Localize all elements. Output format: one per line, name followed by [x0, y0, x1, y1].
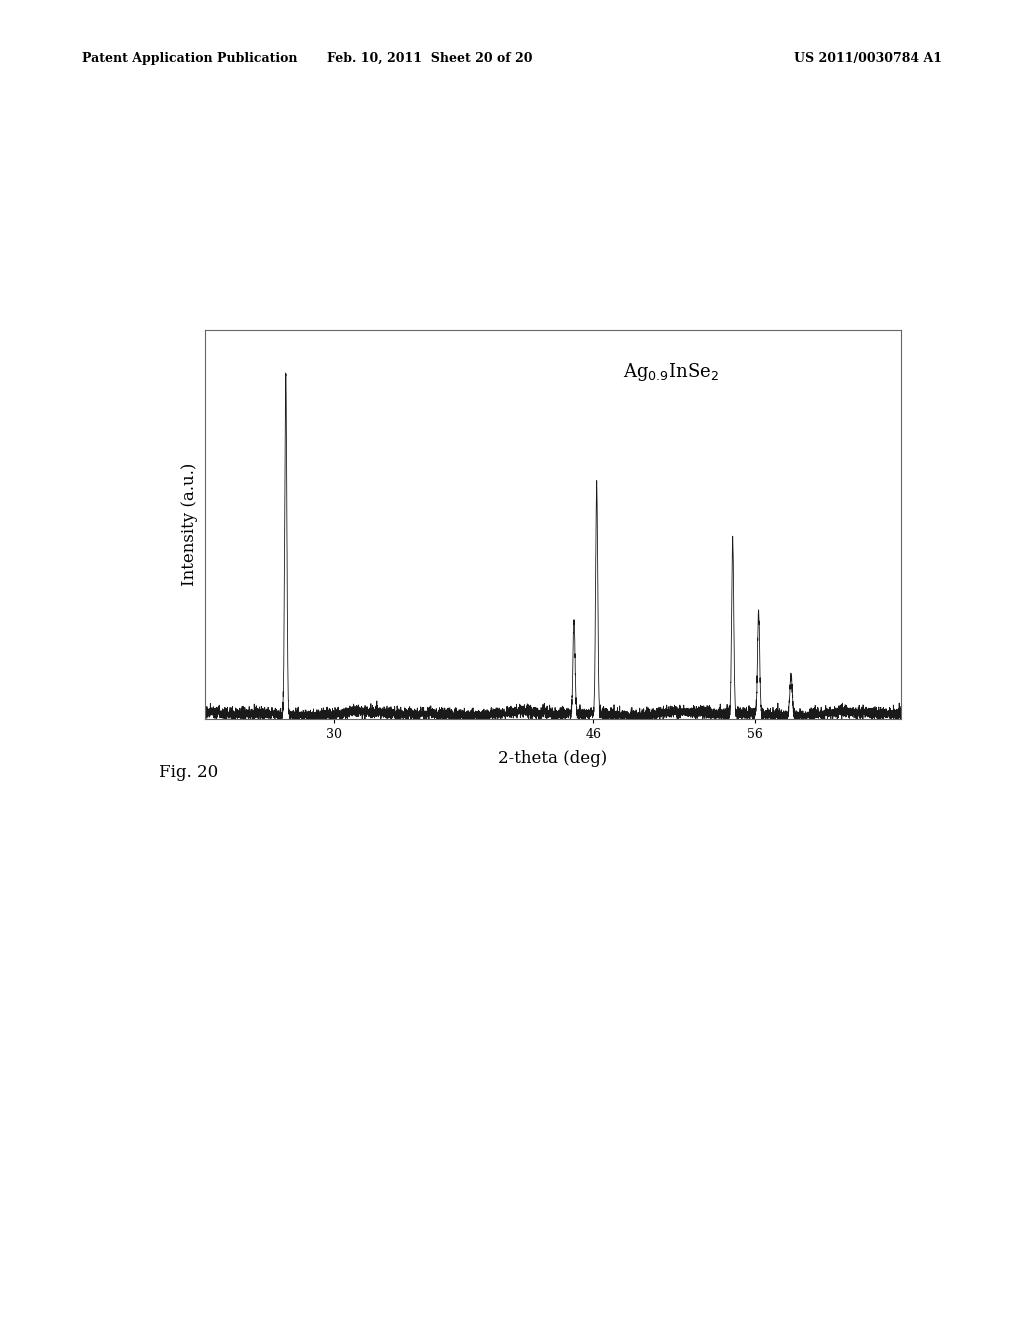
Text: Ag$_{0.9}$InSe$_2$: Ag$_{0.9}$InSe$_2$	[623, 362, 719, 383]
Y-axis label: Intensity (a.u.): Intensity (a.u.)	[181, 463, 198, 586]
Text: Patent Application Publication: Patent Application Publication	[82, 51, 297, 65]
Text: US 2011/0030784 A1: US 2011/0030784 A1	[794, 51, 942, 65]
X-axis label: 2-theta (deg): 2-theta (deg)	[499, 750, 607, 767]
Text: Feb. 10, 2011  Sheet 20 of 20: Feb. 10, 2011 Sheet 20 of 20	[328, 51, 532, 65]
Text: Fig. 20: Fig. 20	[159, 764, 218, 780]
